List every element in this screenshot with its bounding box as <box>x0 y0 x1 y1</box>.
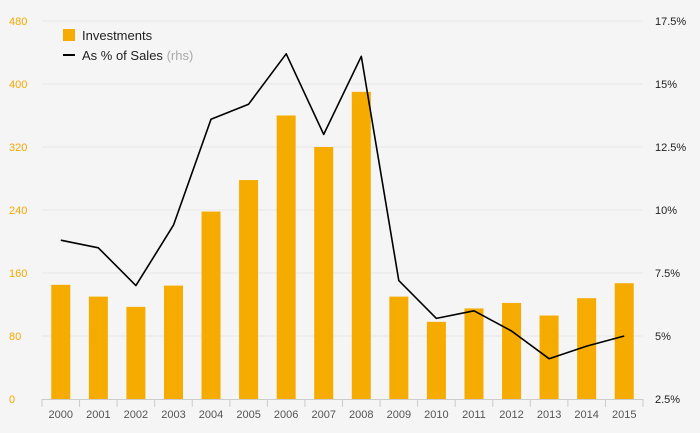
bar <box>389 296 409 399</box>
x-tick-label: 2014 <box>574 409 598 421</box>
legend-bar-swatch <box>63 29 75 41</box>
y-left-tick-label: 80 <box>9 331 21 343</box>
y-right-tick-label: 2.5% <box>655 394 680 406</box>
bar <box>577 298 597 399</box>
legend-label-investments: Investments <box>82 28 153 43</box>
x-tick-label: 2011 <box>462 409 486 421</box>
y-right-tick-label: 10% <box>655 205 677 217</box>
x-tick-label: 2009 <box>387 409 411 421</box>
bar <box>51 284 71 399</box>
y-left-tick-label: 0 <box>9 394 15 406</box>
line-series <box>60 52 625 360</box>
bar <box>502 302 522 399</box>
x-tick-label: 2001 <box>86 409 110 421</box>
y-right-tick-label: 5% <box>655 331 671 343</box>
legend-label-rhs: (rhs) <box>167 48 194 63</box>
x-tick-label: 2013 <box>537 409 561 421</box>
left-axis: 0 80 160 240 320 400 480 <box>9 16 27 406</box>
bar <box>351 91 371 399</box>
x-tick-label: 2012 <box>499 409 523 421</box>
bar <box>276 115 296 399</box>
y-left-tick-label: 400 <box>9 79 27 91</box>
y-right-tick-label: 15% <box>655 79 677 91</box>
x-tick-label: 2003 <box>161 409 185 421</box>
y-right-tick-label: 12.5% <box>655 142 686 154</box>
bar <box>314 147 334 399</box>
bars <box>51 91 634 399</box>
y-left-tick-label: 480 <box>9 16 27 28</box>
legend-label-sales: As % of Sales (rhs) <box>82 48 193 63</box>
y-right-tick-label: 17.5% <box>655 16 686 28</box>
sales-percent-line <box>60 52 625 360</box>
legend: Investments As % of Sales (rhs) <box>63 28 193 63</box>
x-tick-label: 2007 <box>311 409 335 421</box>
bar <box>163 285 183 399</box>
x-tick-label: 2008 <box>349 409 373 421</box>
bar <box>88 296 108 399</box>
legend-label-sales-name: As % of Sales <box>82 48 163 63</box>
x-tick-label: 2002 <box>124 409 148 421</box>
right-axis: 2.5% 5% 7.5% 10% 12.5% 15% 17.5% <box>655 16 686 406</box>
bar <box>426 321 446 399</box>
y-left-tick-label: 320 <box>9 142 27 154</box>
x-tick-label: 2004 <box>199 409 223 421</box>
bar <box>614 283 634 399</box>
y-left-tick-label: 240 <box>9 205 27 217</box>
x-tick-label: 2000 <box>49 409 73 421</box>
bar <box>539 315 559 399</box>
x-tick-label: 2006 <box>274 409 298 421</box>
y-right-tick-label: 7.5% <box>655 268 680 280</box>
x-axis: 2000 2001 2002 2003 2004 2005 2006 2007 2008 2009… <box>41 399 644 421</box>
x-tick-label: 2005 <box>236 409 260 421</box>
bar <box>464 308 484 399</box>
bar <box>239 180 259 399</box>
x-tick-label: 2015 <box>612 409 636 421</box>
x-tick-label: 2010 <box>424 409 448 421</box>
bar <box>201 211 221 399</box>
bar <box>126 306 146 399</box>
y-left-tick-label: 160 <box>9 268 27 280</box>
